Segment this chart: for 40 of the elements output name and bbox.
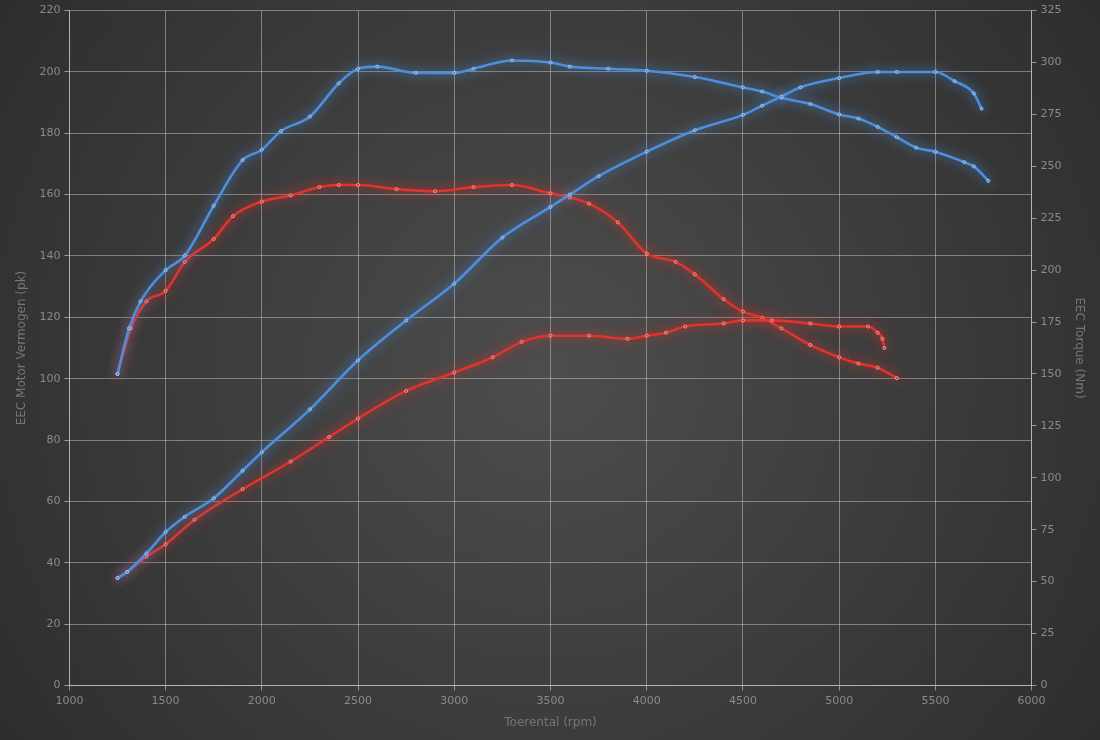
y2-tick-label: 0 xyxy=(1040,678,1048,692)
y-tick-label: 0 xyxy=(53,678,61,692)
y2-tick-label: 25 xyxy=(1040,626,1055,640)
y2-axis-title: EEC Torque (Nm) xyxy=(1072,297,1087,399)
x-tick-label: 6000 xyxy=(1017,693,1046,707)
x-tick-label: 2500 xyxy=(344,693,373,707)
x-axis-title: Toerental (rpm) xyxy=(503,714,597,729)
x-tick-label: 4500 xyxy=(728,693,757,707)
y-tick-label: 80 xyxy=(46,432,61,446)
y2-tick-label: 150 xyxy=(1040,366,1062,380)
y-axis-title: EEC Motor Vermogen (pk) xyxy=(14,270,29,426)
y2-tick-label: 175 xyxy=(1040,314,1062,328)
x-tick-label: 3000 xyxy=(440,693,469,707)
y2-tick-label: 225 xyxy=(1040,211,1062,225)
y2-tick-label: 75 xyxy=(1040,522,1055,536)
y2-tick-label: 300 xyxy=(1040,55,1062,69)
y-tick-label: 20 xyxy=(46,616,61,630)
x-tick-label: 1000 xyxy=(55,693,84,707)
x-tick-label: 4000 xyxy=(632,693,661,707)
y-tick-label: 60 xyxy=(46,494,61,508)
y-tick-label: 220 xyxy=(39,3,61,17)
y-tick-label: 120 xyxy=(39,310,61,324)
x-tick-label: 2000 xyxy=(247,693,276,707)
x-tick-label: 5000 xyxy=(825,693,854,707)
x-tick-label: 3500 xyxy=(536,693,565,707)
y-tick-label: 200 xyxy=(39,64,61,78)
y-tick-label: 160 xyxy=(39,187,61,201)
y2-tick-label: 325 xyxy=(1040,3,1062,17)
y-tick-label: 140 xyxy=(39,248,61,262)
y2-tick-label: 125 xyxy=(1040,418,1062,432)
y2-tick-label: 200 xyxy=(1040,263,1062,276)
y2-tick-label: 100 xyxy=(1040,470,1062,484)
x-tick-label: 1500 xyxy=(151,693,180,707)
y2-tick-label: 275 xyxy=(1040,107,1062,121)
y2-tick-label: 50 xyxy=(1040,574,1055,588)
y-tick-label: 40 xyxy=(46,555,61,569)
y-tick-label: 100 xyxy=(39,371,61,385)
y-tick-label: 180 xyxy=(39,126,61,140)
x-tick-label: 5500 xyxy=(921,693,950,707)
y2-tick-label: 250 xyxy=(1040,159,1062,173)
